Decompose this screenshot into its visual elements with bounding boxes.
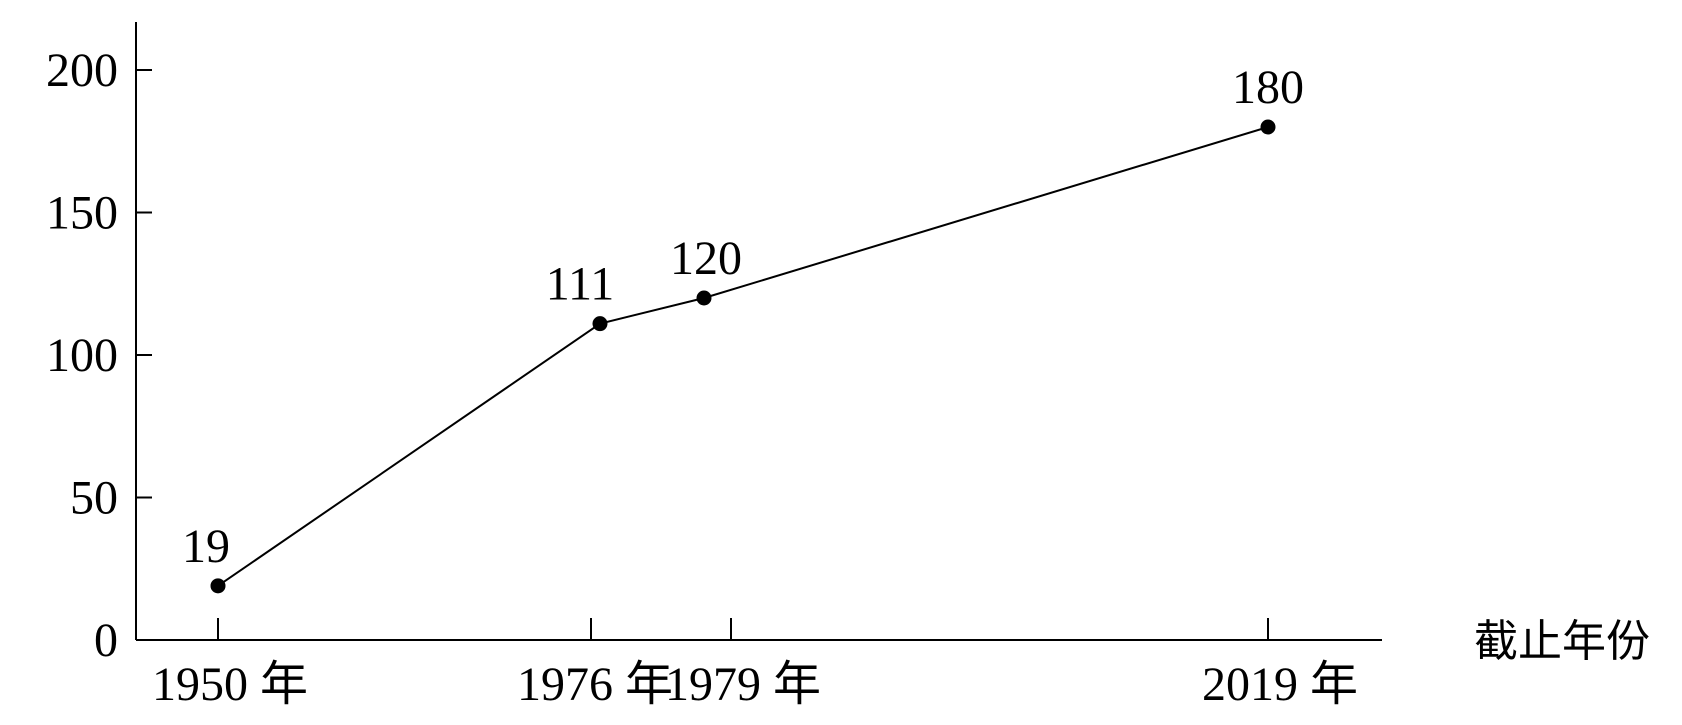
x-tick-label: 1976 年: [517, 658, 673, 711]
y-tick-label: 200: [46, 44, 118, 97]
data-point: [592, 316, 608, 332]
data-label: 180: [1232, 61, 1304, 114]
x-tick-label: 1979 年: [665, 658, 821, 711]
chart-axes: [135, 22, 1382, 641]
data-label: 19: [182, 520, 230, 573]
y-axis-ticks: 0 50 100 150 200: [46, 44, 152, 667]
data-series: 19 111 120 180: [182, 61, 1304, 594]
y-tick-label: 100: [46, 329, 118, 382]
x-tick-label: 1950 年: [152, 658, 308, 711]
data-label: 120: [670, 232, 742, 285]
y-tick-label: 50: [70, 472, 118, 525]
data-point: [210, 578, 226, 594]
y-tick-label: 0: [94, 614, 118, 667]
series-line: [217, 126, 1269, 587]
x-tick-label: 2019 年: [1202, 658, 1358, 711]
data-point: [1260, 119, 1276, 135]
x-axis-title: 截止年份: [1474, 617, 1650, 666]
data-point: [696, 290, 712, 306]
data-label: 111: [546, 258, 614, 311]
y-tick-label: 150: [46, 187, 118, 240]
